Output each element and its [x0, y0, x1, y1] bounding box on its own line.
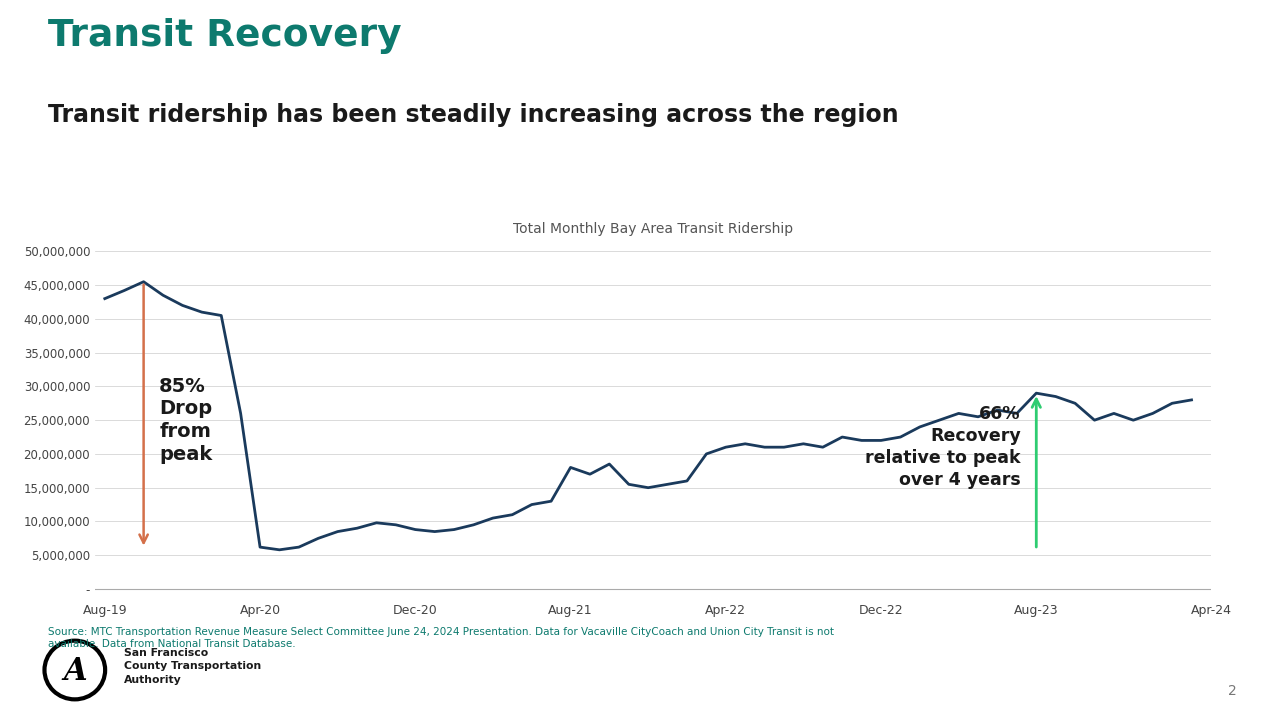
- Text: 85%
Drop
from
peak: 85% Drop from peak: [160, 376, 212, 464]
- Text: San Francisco
County Transportation
Authority: San Francisco County Transportation Auth…: [124, 648, 261, 685]
- Text: Source: MTC Transportation Revenue Measure Select Committee June 24, 2024 Presen: Source: MTC Transportation Revenue Measu…: [48, 627, 834, 649]
- Ellipse shape: [44, 641, 105, 699]
- Text: 66%
Recovery
relative to peak
over 4 years: 66% Recovery relative to peak over 4 yea…: [865, 405, 1021, 489]
- Text: 2: 2: [1227, 684, 1236, 698]
- Text: Transit ridership has been steadily increasing across the region: Transit ridership has been steadily incr…: [48, 103, 899, 127]
- Text: A: A: [63, 656, 86, 687]
- Title: Total Monthly Bay Area Transit Ridership: Total Monthly Bay Area Transit Ridership: [514, 223, 792, 237]
- Text: Transit Recovery: Transit Recovery: [48, 18, 402, 54]
